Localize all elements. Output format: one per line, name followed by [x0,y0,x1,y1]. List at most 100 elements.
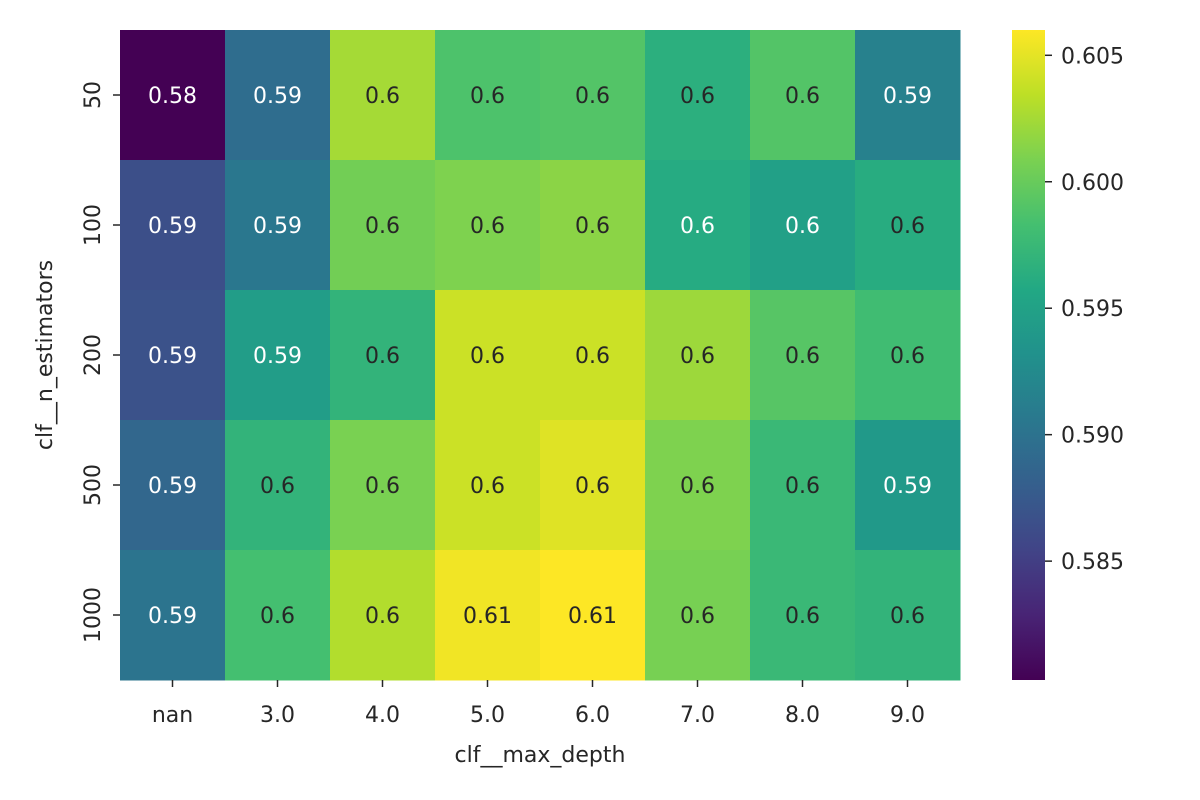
heatmap-cell-label: 0.6 [260,604,295,629]
heatmap-cell-label: 0.59 [148,344,197,369]
heatmap-cell-label: 0.6 [470,474,505,499]
heatmap-cell [750,160,856,291]
heatmap-cell-label: 0.6 [785,604,820,629]
y-axis-title: clf__n_estimators [33,260,58,450]
heatmap-cell [330,290,436,421]
heatmap-cell [750,290,856,421]
heatmap-cell [330,160,436,291]
heatmap-cell [120,420,226,551]
colorbar-tick-label: 0.590 [1061,424,1124,449]
heatmap-cell-label: 0.6 [365,474,400,499]
heatmap-cell-label: 0.6 [680,474,715,499]
heatmap-cell [225,160,331,291]
heatmap-cell [435,30,541,161]
heatmap-cell-label: 0.6 [575,84,610,109]
x-tick-label: 9.0 [890,703,925,728]
heatmap-cell-label: 0.6 [365,344,400,369]
heatmap-cell [645,420,751,551]
heatmap-cell-label: 0.59 [253,344,302,369]
heatmap-cell [855,420,961,551]
heatmap-cell-label: 0.6 [785,84,820,109]
y-tick-label: 200 [81,334,106,376]
heatmap-cell [540,420,646,551]
heatmap-cell-label: 0.59 [883,84,932,109]
heatmap-cell-label: 0.6 [470,84,505,109]
heatmap-cell [855,160,961,291]
heatmap-cell-label: 0.6 [890,344,925,369]
y-tick-label: 50 [81,81,106,109]
heatmap-cell-label: 0.59 [253,214,302,239]
x-axis-title: clf__max_depth [455,743,626,768]
heatmap-cell [330,30,436,161]
heatmap-cell [540,30,646,161]
heatmap-cell-label: 0.6 [785,474,820,499]
heatmap-cell [855,550,961,681]
colorbar-gradient [1012,30,1045,680]
heatmap-cell [120,160,226,291]
heatmap-cell [225,420,331,551]
x-tick-label: 4.0 [365,703,400,728]
heatmap-cell [225,290,331,421]
heatmap-cell-label: 0.6 [680,84,715,109]
colorbar: 0.585 0.590 0.595 0.600 0.605 [1012,30,1124,680]
heatmap-cell-label: 0.6 [680,214,715,239]
heatmap-cell [225,30,331,161]
heatmap-cell [750,420,856,551]
heatmap-cell-label: 0.59 [148,474,197,499]
x-tick-label: 7.0 [680,703,715,728]
heatmap-cell [540,290,646,421]
heatmap-cell-label: 0.6 [680,604,715,629]
heatmap-cell [435,290,541,421]
colorbar-tick-label: 0.595 [1061,297,1124,322]
y-tick-label: 1000 [81,587,106,643]
heatmap-cell-label: 0.6 [785,344,820,369]
heatmap-cell [645,290,751,421]
x-axis-ticks: nan 3.0 4.0 5.0 6.0 7.0 8.0 9.0 [152,680,925,728]
heatmap-cell-label: 0.6 [680,344,715,369]
heatmap-cell-label: 0.59 [253,84,302,109]
heatmap-cell [330,550,436,681]
heatmap-cell [435,420,541,551]
heatmap-cell-label: 0.6 [575,474,610,499]
heatmap-cell [120,290,226,421]
heatmap-cell [855,30,961,161]
heatmap-cell-label: 0.6 [470,214,505,239]
heatmap-cell [645,160,751,291]
heatmap-cell [540,550,646,681]
heatmap-cell-label: 0.6 [575,214,610,239]
heatmap-cell [330,420,436,551]
heatmap-cell-label: 0.59 [148,604,197,629]
colorbar-tick-label: 0.605 [1061,44,1124,69]
heatmap-cell-label: 0.58 [148,84,197,109]
x-tick-label: 8.0 [785,703,820,728]
heatmap-cell-label: 0.6 [890,214,925,239]
heatmap-cell [645,30,751,161]
heatmap-cell [120,30,226,161]
heatmap-cell-labels: 0.58 0.59 0.6 0.6 0.6 0.6 0.6 0.59 0.59 0.59 0.6 0.… [148,84,932,629]
heatmap-cell [750,550,856,681]
heatmap-cell-label: 0.6 [785,214,820,239]
heatmap-cell [435,550,541,681]
heatmap-cell-label: 0.6 [365,214,400,239]
y-axis-ticks: 50 100 200 500 1000 [81,81,120,643]
heatmap-cell-label: 0.6 [890,604,925,629]
heatmap-cells [120,30,961,681]
heatmap-cell [855,290,961,421]
heatmap-cell [645,550,751,681]
x-tick-label: nan [152,703,193,728]
x-tick-label: 5.0 [470,703,505,728]
heatmap-cell [120,550,226,681]
heatmap-cell-label: 0.59 [883,474,932,499]
heatmap-cell-label: 0.61 [568,604,617,629]
heatmap-cell [225,550,331,681]
heatmap-cell-label: 0.61 [463,604,512,629]
heatmap-cell-label: 0.6 [365,84,400,109]
heatmap-cell-label: 0.6 [575,344,610,369]
x-tick-label: 6.0 [575,703,610,728]
heatmap-cell-label: 0.6 [260,474,295,499]
heatmap-cell [540,160,646,291]
heatmap-cell-label: 0.6 [470,344,505,369]
colorbar-tick-label: 0.600 [1061,171,1124,196]
